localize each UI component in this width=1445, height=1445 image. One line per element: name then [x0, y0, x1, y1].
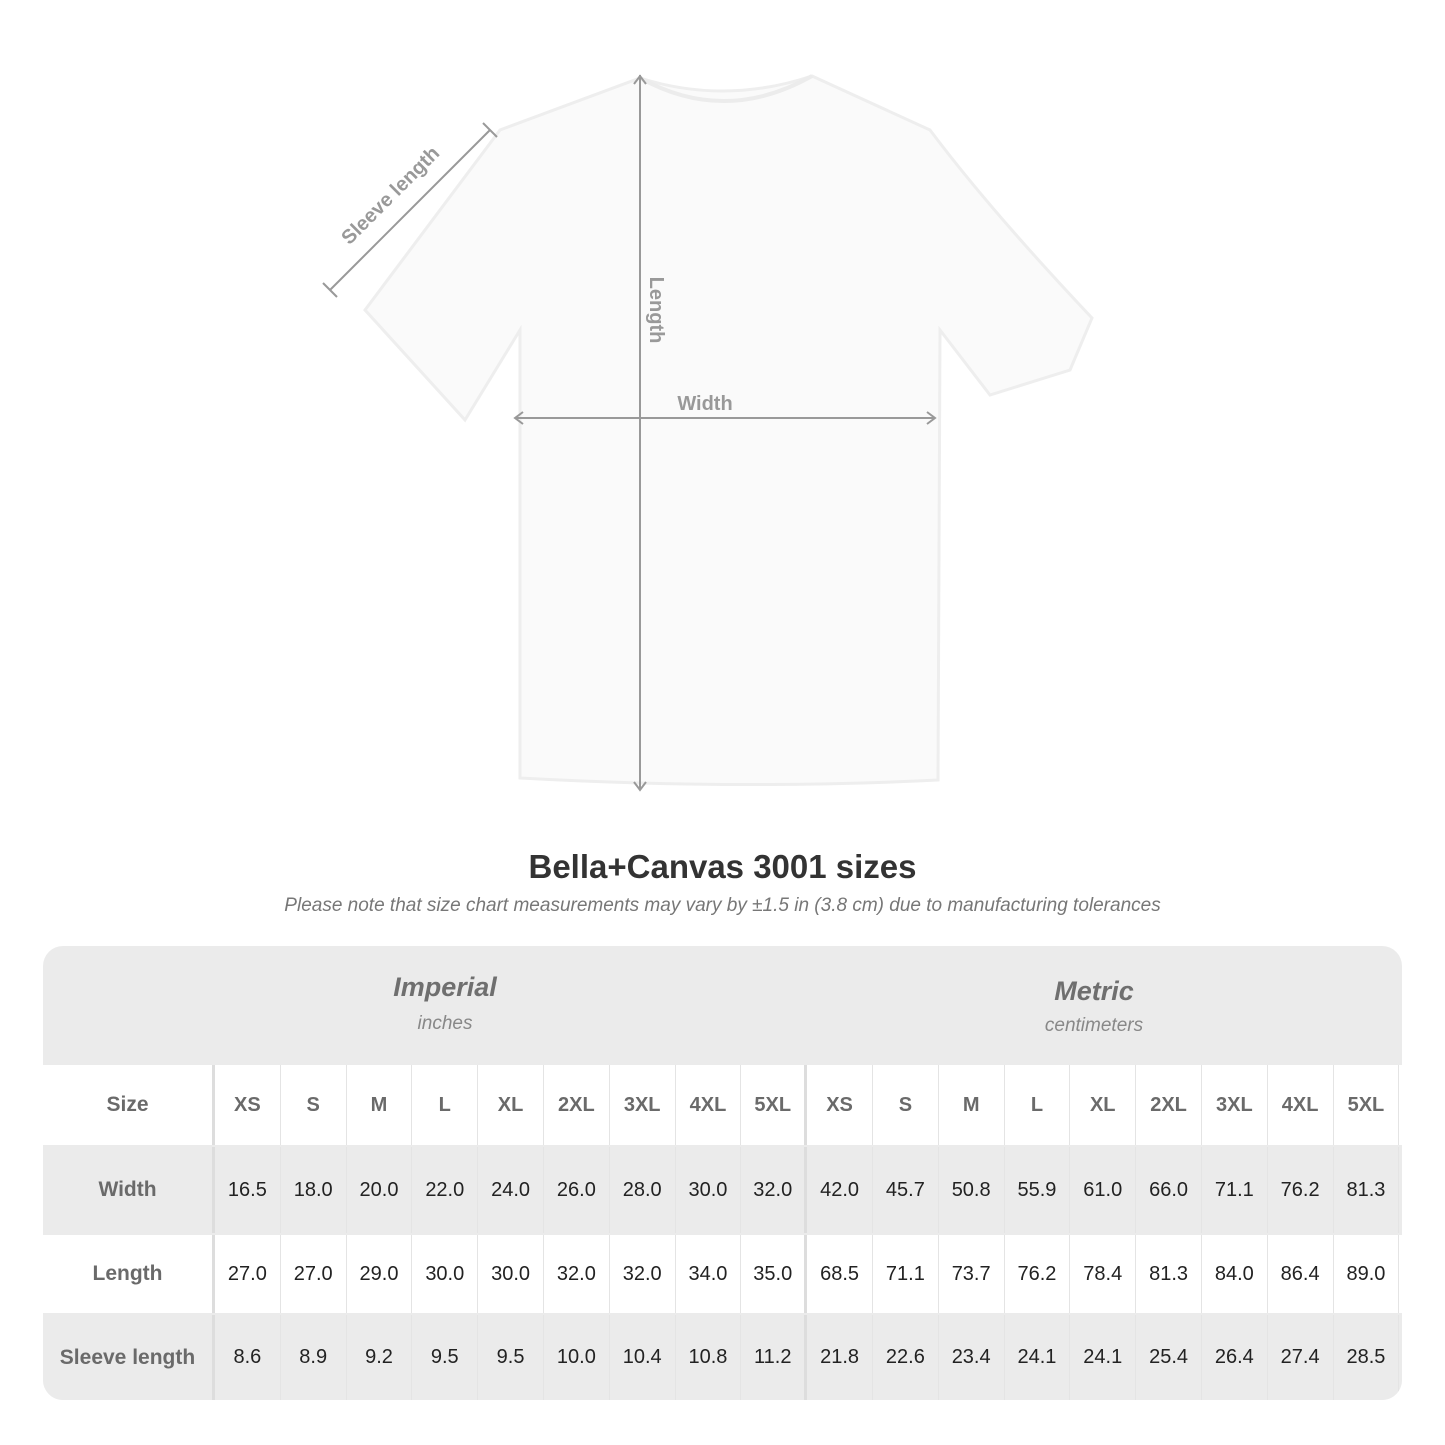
imperial-cell: 11.2	[741, 1315, 808, 1400]
imperial-cell: 34.0	[676, 1235, 742, 1313]
size-header-cell: 4XL	[1268, 1065, 1334, 1145]
imperial-cell: 9.5	[478, 1315, 544, 1400]
size-header-cell: L	[1005, 1065, 1071, 1145]
length-label: Length	[645, 277, 667, 344]
size-header-cell: M	[347, 1065, 413, 1145]
table-row: Width 16.5 18.0 20.0 22.0 24.0 26.0 28.0 30.0 32.…	[43, 1147, 1402, 1233]
row-header: Length	[43, 1235, 215, 1313]
tshirt-diagram: Sleeve length Length Width	[322, 74, 1094, 792]
imperial-cell: 30.0	[478, 1235, 544, 1313]
metric-cell: 68.5	[807, 1235, 873, 1313]
imperial-cell: 20.0	[347, 1147, 413, 1233]
imperial-cell: 28.0	[610, 1147, 676, 1233]
size-header-cell: L	[412, 1065, 479, 1145]
imperial-cell: 10.8	[676, 1315, 742, 1400]
imperial-cell: 22.0	[412, 1147, 479, 1233]
imperial-cell: 27.0	[215, 1235, 281, 1313]
sleeve-measure-line	[329, 129, 491, 291]
metric-header: Metric centimeters	[809, 946, 1379, 1063]
imperial-unit: inches	[417, 1013, 473, 1034]
width-label: Width	[677, 393, 732, 415]
imperial-cell: 10.0	[544, 1315, 610, 1400]
size-header-cell: XL	[1070, 1065, 1137, 1145]
size-header-cell: XS	[807, 1065, 873, 1145]
tshirt-shape	[363, 74, 1094, 787]
metric-cell: 25.4	[1136, 1315, 1202, 1400]
imperial-cell: 32.0	[610, 1235, 676, 1313]
imperial-cell: 9.2	[347, 1315, 413, 1400]
size-header-cell: 3XL	[610, 1065, 676, 1145]
metric-cell: 50.8	[939, 1147, 1005, 1233]
metric-cell: 86.4	[1268, 1235, 1334, 1313]
metric-cell: 78.4	[1070, 1235, 1137, 1313]
size-header-cell: M	[939, 1065, 1005, 1145]
imperial-cell: 18.0	[281, 1147, 347, 1233]
page-title: Bella+Canvas 3001 sizes	[528, 848, 917, 885]
size-header-cell: XL	[478, 1065, 544, 1145]
table-row: Length 27.0 27.0 29.0 30.0 30.0 32.0 32.0 34.0 35…	[43, 1235, 1402, 1313]
metric-cell: 23.4	[939, 1315, 1005, 1400]
imperial-cell: 32.0	[741, 1147, 808, 1233]
size-header-cell: 5XL	[1334, 1065, 1400, 1145]
imperial-cell: 30.0	[676, 1147, 742, 1233]
imperial-cell: 9.5	[412, 1315, 479, 1400]
metric-cell: 71.1	[873, 1235, 939, 1313]
metric-cell: 71.1	[1202, 1147, 1268, 1233]
metric-cell: 24.1	[1070, 1315, 1137, 1400]
metric-unit: centimeters	[1044, 1015, 1144, 1036]
row-header: Size	[43, 1065, 215, 1145]
size-header-cell: S	[281, 1065, 347, 1145]
metric-cell: 42.0	[807, 1147, 873, 1233]
imperial-cell: 30.0	[412, 1235, 479, 1313]
size-header-cell: 3XL	[1202, 1065, 1268, 1145]
metric-cell: 76.2	[1268, 1147, 1334, 1233]
size-header-cell: 4XL	[676, 1065, 742, 1145]
imperial-cell: 10.4	[610, 1315, 676, 1400]
imperial-heading: Imperial	[393, 972, 497, 1002]
metric-cell: 66.0	[1136, 1147, 1202, 1233]
metric-cell: 73.7	[939, 1235, 1005, 1313]
metric-cell: 84.0	[1202, 1235, 1268, 1313]
imperial-cell: 35.0	[741, 1235, 808, 1313]
metric-cell: 22.6	[873, 1315, 939, 1400]
tolerance-note: Please note that size chart measurements…	[284, 895, 1161, 916]
size-header-cell: S	[873, 1065, 939, 1145]
row-header: Sleeve length	[43, 1315, 215, 1400]
imperial-cell: 32.0	[544, 1235, 610, 1313]
size-table: Imperial inches Metric centimeters Size X…	[43, 946, 1402, 1400]
metric-heading: Metric	[1054, 976, 1134, 1006]
metric-cell: 24.1	[1005, 1315, 1071, 1400]
row-header: Width	[43, 1147, 215, 1233]
size-header-row: Size XS S M L XL 2XL 3XL 4XL 5XL XS S M L XL 2XL 3XL 4XL 5…	[43, 1065, 1402, 1145]
metric-cell: 81.3	[1334, 1147, 1400, 1233]
table-row: Sleeve length 8.6 8.9 9.2 9.5 9.5 10.0 10.4 10.8…	[43, 1315, 1402, 1400]
imperial-cell: 24.0	[478, 1147, 544, 1233]
metric-cell: 28.5	[1334, 1315, 1400, 1400]
metric-cell: 21.8	[807, 1315, 873, 1400]
imperial-cell: 26.0	[544, 1147, 610, 1233]
metric-cell: 89.0	[1334, 1235, 1400, 1313]
metric-cell: 61.0	[1070, 1147, 1137, 1233]
metric-cell: 45.7	[873, 1147, 939, 1233]
metric-cell: 26.4	[1202, 1315, 1268, 1400]
imperial-cell: 16.5	[215, 1147, 281, 1233]
imperial-cell: 27.0	[281, 1235, 347, 1313]
size-header-cell: 5XL	[741, 1065, 808, 1145]
imperial-cell: 8.6	[215, 1315, 281, 1400]
imperial-cell: 29.0	[347, 1235, 413, 1313]
imperial-header: Imperial inches	[215, 946, 675, 1063]
metric-cell: 55.9	[1005, 1147, 1071, 1233]
size-header-cell: XS	[215, 1065, 281, 1145]
size-header-cell: 2XL	[1136, 1065, 1202, 1145]
imperial-cell: 8.9	[281, 1315, 347, 1400]
metric-cell: 81.3	[1136, 1235, 1202, 1313]
metric-cell: 27.4	[1268, 1315, 1334, 1400]
metric-cell: 76.2	[1005, 1235, 1071, 1313]
size-header-cell: 2XL	[544, 1065, 610, 1145]
